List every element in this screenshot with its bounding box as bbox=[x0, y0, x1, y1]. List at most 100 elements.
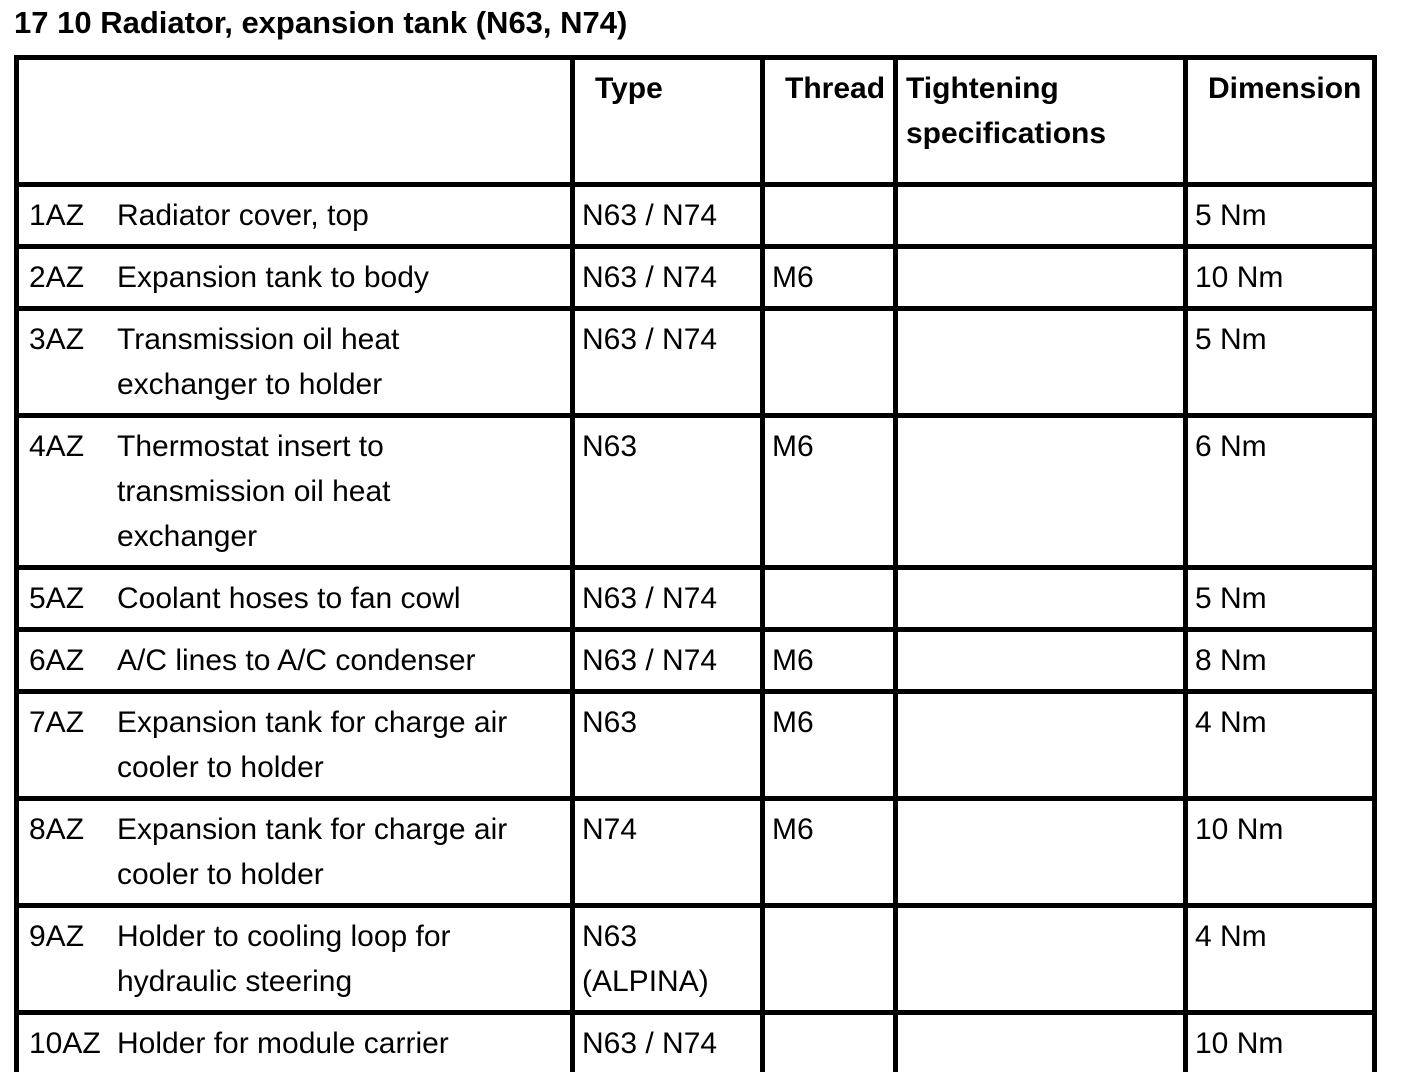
item-cell: 1AZ Radiator cover, top bbox=[14, 182, 575, 249]
fastener-description: Holder to cooling loop for hydraulic ste… bbox=[117, 920, 451, 998]
table-row: 9AZ Holder to cooling loop for hydraulic… bbox=[14, 903, 1377, 1015]
table-row: 7AZ Expansion tank for charge air cooler… bbox=[14, 689, 1377, 801]
item-wrap: 6AZ A/C lines to A/C condenser bbox=[29, 638, 564, 683]
fastener-id: 6AZ bbox=[29, 644, 85, 677]
item-wrap: 5AZ Coolant hoses to fan cowl bbox=[29, 576, 564, 621]
item-wrap: 1AZ Radiator cover, top bbox=[29, 193, 564, 238]
item-cell: 3AZ Transmission oil heat exchanger to h… bbox=[14, 306, 575, 418]
item-cell: 6AZ A/C lines to A/C condenser bbox=[14, 627, 575, 694]
item-wrap: 3AZ Transmission oil heat exchanger to h… bbox=[29, 317, 564, 407]
fastener-description: Transmission oil heat exchanger to holde… bbox=[117, 323, 400, 401]
tightening-specifications-cell bbox=[893, 413, 1188, 570]
fastener-id: 8AZ bbox=[29, 813, 85, 846]
tightening-specifications-cell bbox=[893, 244, 1188, 311]
fastener-id: 9AZ bbox=[29, 920, 85, 953]
fastener-id: 5AZ bbox=[29, 582, 85, 615]
tightening-specifications-cell bbox=[893, 689, 1188, 801]
fastener-id: 1AZ bbox=[29, 199, 85, 232]
table-row: 1AZ Radiator cover, top N63 / N74 5 Nm bbox=[14, 182, 1377, 249]
thread-cell: M6 bbox=[760, 413, 898, 570]
tightening-specifications-cell bbox=[893, 306, 1188, 418]
engine-type-cell: N63 / N74 bbox=[570, 306, 765, 418]
engine-type-cell: N63 / N74 bbox=[570, 182, 765, 249]
item-cell: 8AZ Expansion tank for charge air cooler… bbox=[14, 796, 575, 908]
thread-cell: M6 bbox=[760, 689, 898, 801]
fastener-id: 2AZ bbox=[29, 261, 85, 294]
item-cell: 5AZ Coolant hoses to fan cowl bbox=[14, 565, 575, 632]
fastener-id: 4AZ bbox=[29, 430, 85, 463]
table-row: 3AZ Transmission oil heat exchanger to h… bbox=[14, 306, 1377, 418]
thread-cell: M6 bbox=[760, 627, 898, 694]
engine-type-cell: N63 / N74 bbox=[570, 244, 765, 311]
engine-type-cell: N63 / N74 bbox=[570, 627, 765, 694]
fastener-description: Radiator cover, top bbox=[117, 199, 369, 232]
column-header-dimension: Dimension bbox=[1183, 55, 1377, 187]
fastener-description: Expansion tank to body bbox=[117, 261, 429, 294]
dimension-cell: 5 Nm bbox=[1183, 306, 1377, 418]
column-header-item bbox=[14, 55, 575, 187]
item-cell: 10AZ Holder for module carrier bbox=[14, 1010, 575, 1072]
dimension-cell: 4 Nm bbox=[1183, 689, 1377, 801]
table-row: 2AZ Expansion tank to body N63 / N74 M6 … bbox=[14, 244, 1377, 311]
item-wrap: 9AZ Holder to cooling loop for hydraulic… bbox=[29, 914, 564, 1004]
thread-cell bbox=[760, 306, 898, 418]
table-row: 10AZ Holder for module carrier N63 / N74… bbox=[14, 1010, 1377, 1072]
item-wrap: 7AZ Expansion tank for charge air cooler… bbox=[29, 700, 564, 790]
item-wrap: 4AZ Thermostat insert to transmission oi… bbox=[29, 424, 564, 559]
engine-type-cell: N63 (ALPINA) bbox=[570, 903, 765, 1015]
engine-type-cell: N74 bbox=[570, 796, 765, 908]
item-cell: 2AZ Expansion tank to body bbox=[14, 244, 575, 311]
dimension-cell: 6 Nm bbox=[1183, 413, 1377, 570]
fastener-description: Coolant hoses to fan cowl bbox=[117, 582, 461, 615]
fastener-description: Expansion tank for charge air cooler to … bbox=[117, 813, 508, 891]
engine-type-cell: N63 bbox=[570, 413, 765, 570]
thread-cell bbox=[760, 903, 898, 1015]
item-cell: 4AZ Thermostat insert to transmission oi… bbox=[14, 413, 575, 570]
fastener-description: Thermostat insert to transmission oil he… bbox=[117, 430, 391, 553]
table-row: 4AZ Thermostat insert to transmission oi… bbox=[14, 413, 1377, 570]
torque-spec-table: Type Thread Tightening specifications Di… bbox=[14, 55, 1377, 1072]
engine-type-cell: N63 / N74 bbox=[570, 565, 765, 632]
tightening-specifications-cell bbox=[893, 565, 1188, 632]
engine-type-cell: N63 / N74 bbox=[570, 1010, 765, 1072]
dimension-cell: 10 Nm bbox=[1183, 244, 1377, 311]
thread-cell: M6 bbox=[760, 796, 898, 908]
column-header-tightening-specifications: Tightening specifications bbox=[893, 55, 1188, 187]
item-wrap: 2AZ Expansion tank to body bbox=[29, 255, 564, 300]
table-row: 6AZ A/C lines to A/C condenser N63 / N74… bbox=[14, 627, 1377, 694]
dimension-cell: 5 Nm bbox=[1183, 182, 1377, 249]
dimension-cell: 10 Nm bbox=[1183, 1010, 1377, 1072]
fastener-description: A/C lines to A/C condenser bbox=[117, 644, 476, 677]
fastener-id: 7AZ bbox=[29, 706, 85, 739]
table-body: 1AZ Radiator cover, top N63 / N74 5 Nm 2… bbox=[14, 182, 1377, 1072]
tightening-specifications-cell bbox=[893, 796, 1188, 908]
dimension-cell: 4 Nm bbox=[1183, 903, 1377, 1015]
tightening-specifications-cell bbox=[893, 1010, 1188, 1072]
thread-cell bbox=[760, 182, 898, 249]
header-row: Type Thread Tightening specifications Di… bbox=[14, 55, 1377, 187]
dimension-cell: 10 Nm bbox=[1183, 796, 1377, 908]
column-header-type: Type bbox=[570, 55, 765, 187]
item-cell: 9AZ Holder to cooling loop for hydraulic… bbox=[14, 903, 575, 1015]
thread-cell bbox=[760, 565, 898, 632]
fastener-id: 3AZ bbox=[29, 323, 85, 356]
thread-cell bbox=[760, 1010, 898, 1072]
tightening-specifications-cell bbox=[893, 627, 1188, 694]
column-header-thread: Thread bbox=[760, 55, 898, 187]
page-title: 17 10 Radiator, expansion tank (N63, N74… bbox=[14, 5, 628, 40]
table-row: 5AZ Coolant hoses to fan cowl N63 / N74 … bbox=[14, 565, 1377, 632]
table-row: 8AZ Expansion tank for charge air cooler… bbox=[14, 796, 1377, 908]
tightening-specifications-cell bbox=[893, 182, 1188, 249]
item-cell: 7AZ Expansion tank for charge air cooler… bbox=[14, 689, 575, 801]
tightening-specifications-cell bbox=[893, 903, 1188, 1015]
fastener-id: 10AZ bbox=[29, 1027, 101, 1060]
dimension-cell: 5 Nm bbox=[1183, 565, 1377, 632]
fastener-description: Expansion tank for charge air cooler to … bbox=[117, 706, 508, 784]
item-wrap: 8AZ Expansion tank for charge air cooler… bbox=[29, 807, 564, 897]
fastener-description: Holder for module carrier bbox=[117, 1027, 449, 1060]
engine-type-cell: N63 bbox=[570, 689, 765, 801]
thread-cell: M6 bbox=[760, 244, 898, 311]
item-wrap: 10AZ Holder for module carrier bbox=[29, 1021, 564, 1066]
dimension-cell: 8 Nm bbox=[1183, 627, 1377, 694]
